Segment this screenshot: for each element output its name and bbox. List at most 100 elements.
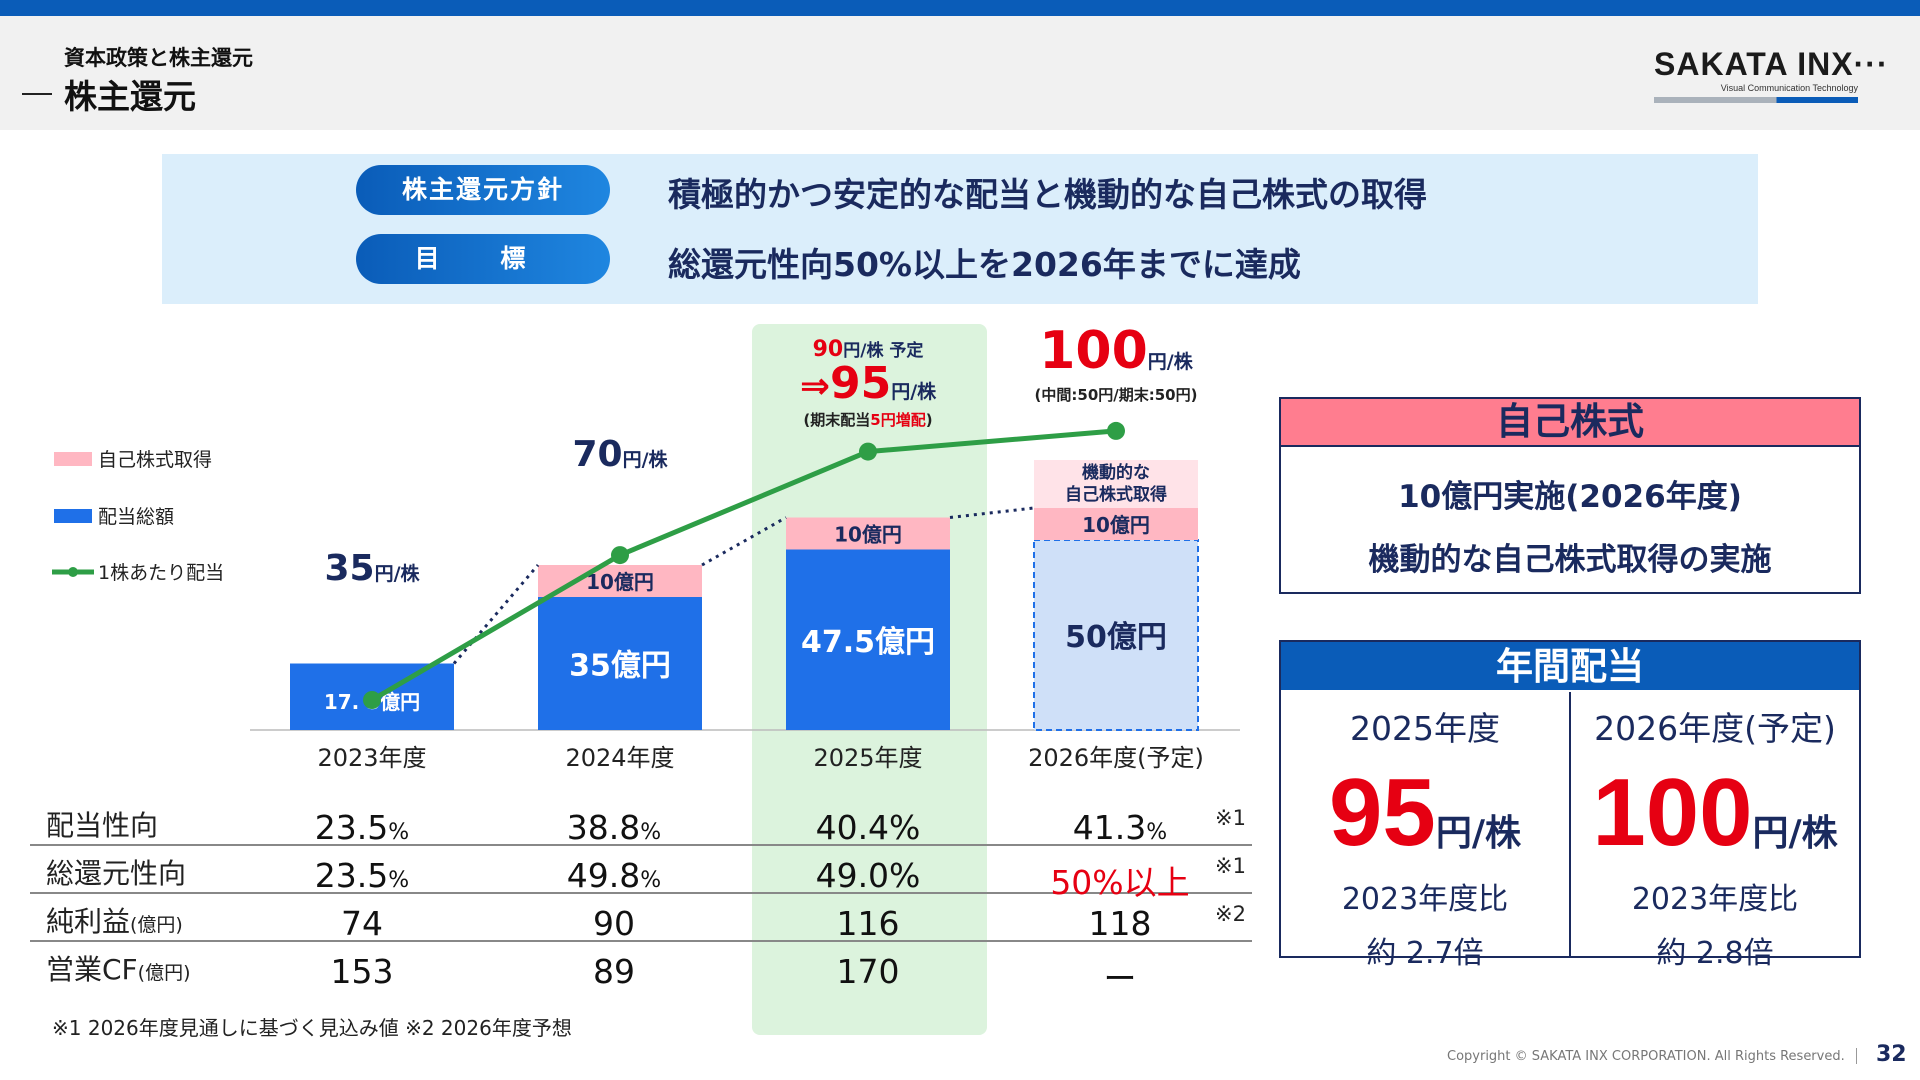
dps-label-number: 95	[830, 358, 891, 409]
cell-unit: %	[388, 820, 410, 845]
dividend-bar-label: 50億円	[1065, 620, 1167, 655]
category-label: 2024年度	[565, 744, 674, 772]
page-header	[0, 16, 1920, 130]
dps-point	[859, 442, 877, 461]
bar-connector	[701, 516, 787, 567]
cell-value: 40.4%	[815, 808, 921, 847]
dividend-value: 95	[1329, 759, 1436, 866]
cell-unit: %	[640, 820, 662, 845]
cell-value: 23.5	[314, 808, 389, 847]
dividend-multiple: 約 2.7倍	[1366, 936, 1484, 971]
row-note: ※1	[1215, 854, 1246, 878]
cell-value: 38.8	[566, 808, 641, 847]
company-logo: SAKATA INX··· Visual Communication Techn…	[1654, 46, 1889, 103]
planned-number: 90	[813, 337, 844, 362]
note-red: 5円増配	[870, 411, 925, 429]
logo-bar	[1654, 97, 1858, 103]
dps-2025-planned: 90円/株 予定	[813, 337, 924, 362]
section-title: 資本政策と株主還元	[64, 46, 253, 70]
cell-value: 90	[593, 904, 635, 943]
dps-label: 70円/株	[572, 434, 668, 475]
cell-value: 50%以上	[1050, 863, 1190, 902]
cell-value: 49.0%	[815, 856, 921, 895]
dps-2025-note: (期末配当5円増配)	[803, 411, 932, 429]
dps-point	[611, 546, 629, 565]
buyback-box-title: 自己株式	[1281, 399, 1859, 447]
buyback-bar	[538, 565, 702, 597]
dividend-unit: 円/株	[1435, 813, 1521, 854]
legend-buyback-swatch	[54, 452, 92, 466]
buyback-note-line2: 自己株式取得	[1065, 484, 1167, 505]
arrow-icon: ⇒	[800, 366, 830, 407]
buyback-bar-label: 10億円	[586, 570, 654, 594]
bar-connector	[949, 506, 1035, 519]
buyback-box: 自己株式 10億円実施(2026年度) 機動的な自己株式取得の実施	[1279, 397, 1861, 594]
dividend-unit: 円/株	[1752, 813, 1838, 854]
table-cell: 118	[1020, 904, 1220, 943]
buyback-bar	[786, 517, 950, 550]
dividend-year: 2026年度(予定)	[1594, 709, 1836, 748]
row-label-text: 純利益	[46, 905, 131, 938]
cell-value: 74	[341, 904, 383, 943]
dividend-bar	[538, 597, 702, 730]
row-label-text: 配当性向	[46, 809, 159, 842]
table-row: 総還元性向 23.5% 49.8% 49.0% 50%以上 ※1	[30, 846, 1252, 902]
buyback-note-band	[1034, 460, 1198, 508]
table-row: 営業CF(億円) 153 89 170 ー	[30, 942, 1252, 998]
note-post: )	[926, 411, 933, 429]
table-row: 配当性向 23.5% 38.8% 40.4% 41.3% ※1	[30, 798, 1252, 847]
dividend-bar-label: 35億円	[569, 649, 671, 684]
cell-value: 23.5	[314, 856, 389, 895]
row-label: 営業CF(億円)	[46, 948, 191, 988]
table-cell: 49.8%	[514, 856, 714, 895]
buyback-bar-label: 10億円	[1082, 513, 1150, 537]
row-label-unit: (億円)	[137, 962, 191, 984]
row-label: 配当性向	[46, 804, 158, 844]
dividend-multiple: 約 2.8倍	[1656, 936, 1774, 971]
ratio-table: 配当性向 23.5% 38.8% 40.4% 41.3% ※1 総還元性向 23.5% 49.8…	[30, 798, 1252, 998]
logo-wordmark: SAKATA INX···	[1654, 46, 1889, 82]
dps-point	[1107, 421, 1125, 440]
dps-label-number: 70	[572, 434, 622, 475]
row-label-unit: (億円)	[130, 914, 183, 936]
table-footnote: ※1 2026年度見通しに基づく見込み値 ※2 2026年度予想	[52, 1016, 572, 1040]
cell-value: 170	[836, 952, 900, 991]
dps-label: 35円/株	[324, 548, 420, 589]
cell-unit: %	[1146, 820, 1168, 845]
legend-buyback-label: 自己株式取得	[98, 449, 212, 471]
cell-value: 116	[836, 904, 900, 943]
table-cell: 170	[768, 952, 968, 991]
table-cell: 90	[514, 904, 714, 943]
row-label: 総還元性向	[46, 852, 186, 892]
dps-label-number: 100	[1039, 321, 1148, 381]
dps-point	[363, 691, 381, 709]
top-accent-bar	[0, 0, 1920, 16]
dividend-compare: 2023年度比	[1631, 882, 1799, 917]
dividend-bar-label: 47.5億円	[801, 625, 935, 660]
dividend-value: 100	[1592, 759, 1753, 866]
dps-label-number: 35	[324, 548, 374, 589]
cell-value: 118	[1088, 904, 1152, 943]
buyback-bar-label: 10億円	[834, 523, 902, 547]
dividend-value-row: 100円/株	[1571, 758, 1859, 868]
legend-dps-label: 1株あたり配当	[98, 562, 224, 584]
table-cell: 41.3%	[1020, 808, 1220, 847]
table-cell: 40.4%	[768, 808, 968, 847]
dividend-col-2026: 2026年度(予定) 100円/株 2023年度比 約 2.8倍	[1571, 692, 1859, 971]
dividend-value-row: 95円/株	[1281, 758, 1569, 868]
table-cell: 49.0%	[768, 856, 968, 895]
row-note: ※1	[1215, 806, 1246, 830]
row-note: ※2	[1215, 902, 1246, 926]
table-cell: ー	[1020, 952, 1220, 1000]
dividend-compare: 2023年度比	[1341, 882, 1509, 917]
cell-value: ー	[1103, 959, 1137, 998]
cell-value: 41.3	[1072, 808, 1147, 847]
cell-value: 49.8	[566, 856, 641, 895]
dps-label: 100円/株	[1039, 321, 1193, 381]
legend-dividend-swatch	[54, 509, 92, 523]
page-title: 株主還元	[64, 77, 196, 116]
dps-label-unit: 円/株	[623, 448, 669, 471]
dps-label-unit: 円/株	[375, 562, 421, 585]
annual-dividend-title: 年間配当	[1281, 642, 1859, 690]
copyright: Copyright © SAKATA INX CORPORATION. All …	[1447, 1049, 1845, 1064]
